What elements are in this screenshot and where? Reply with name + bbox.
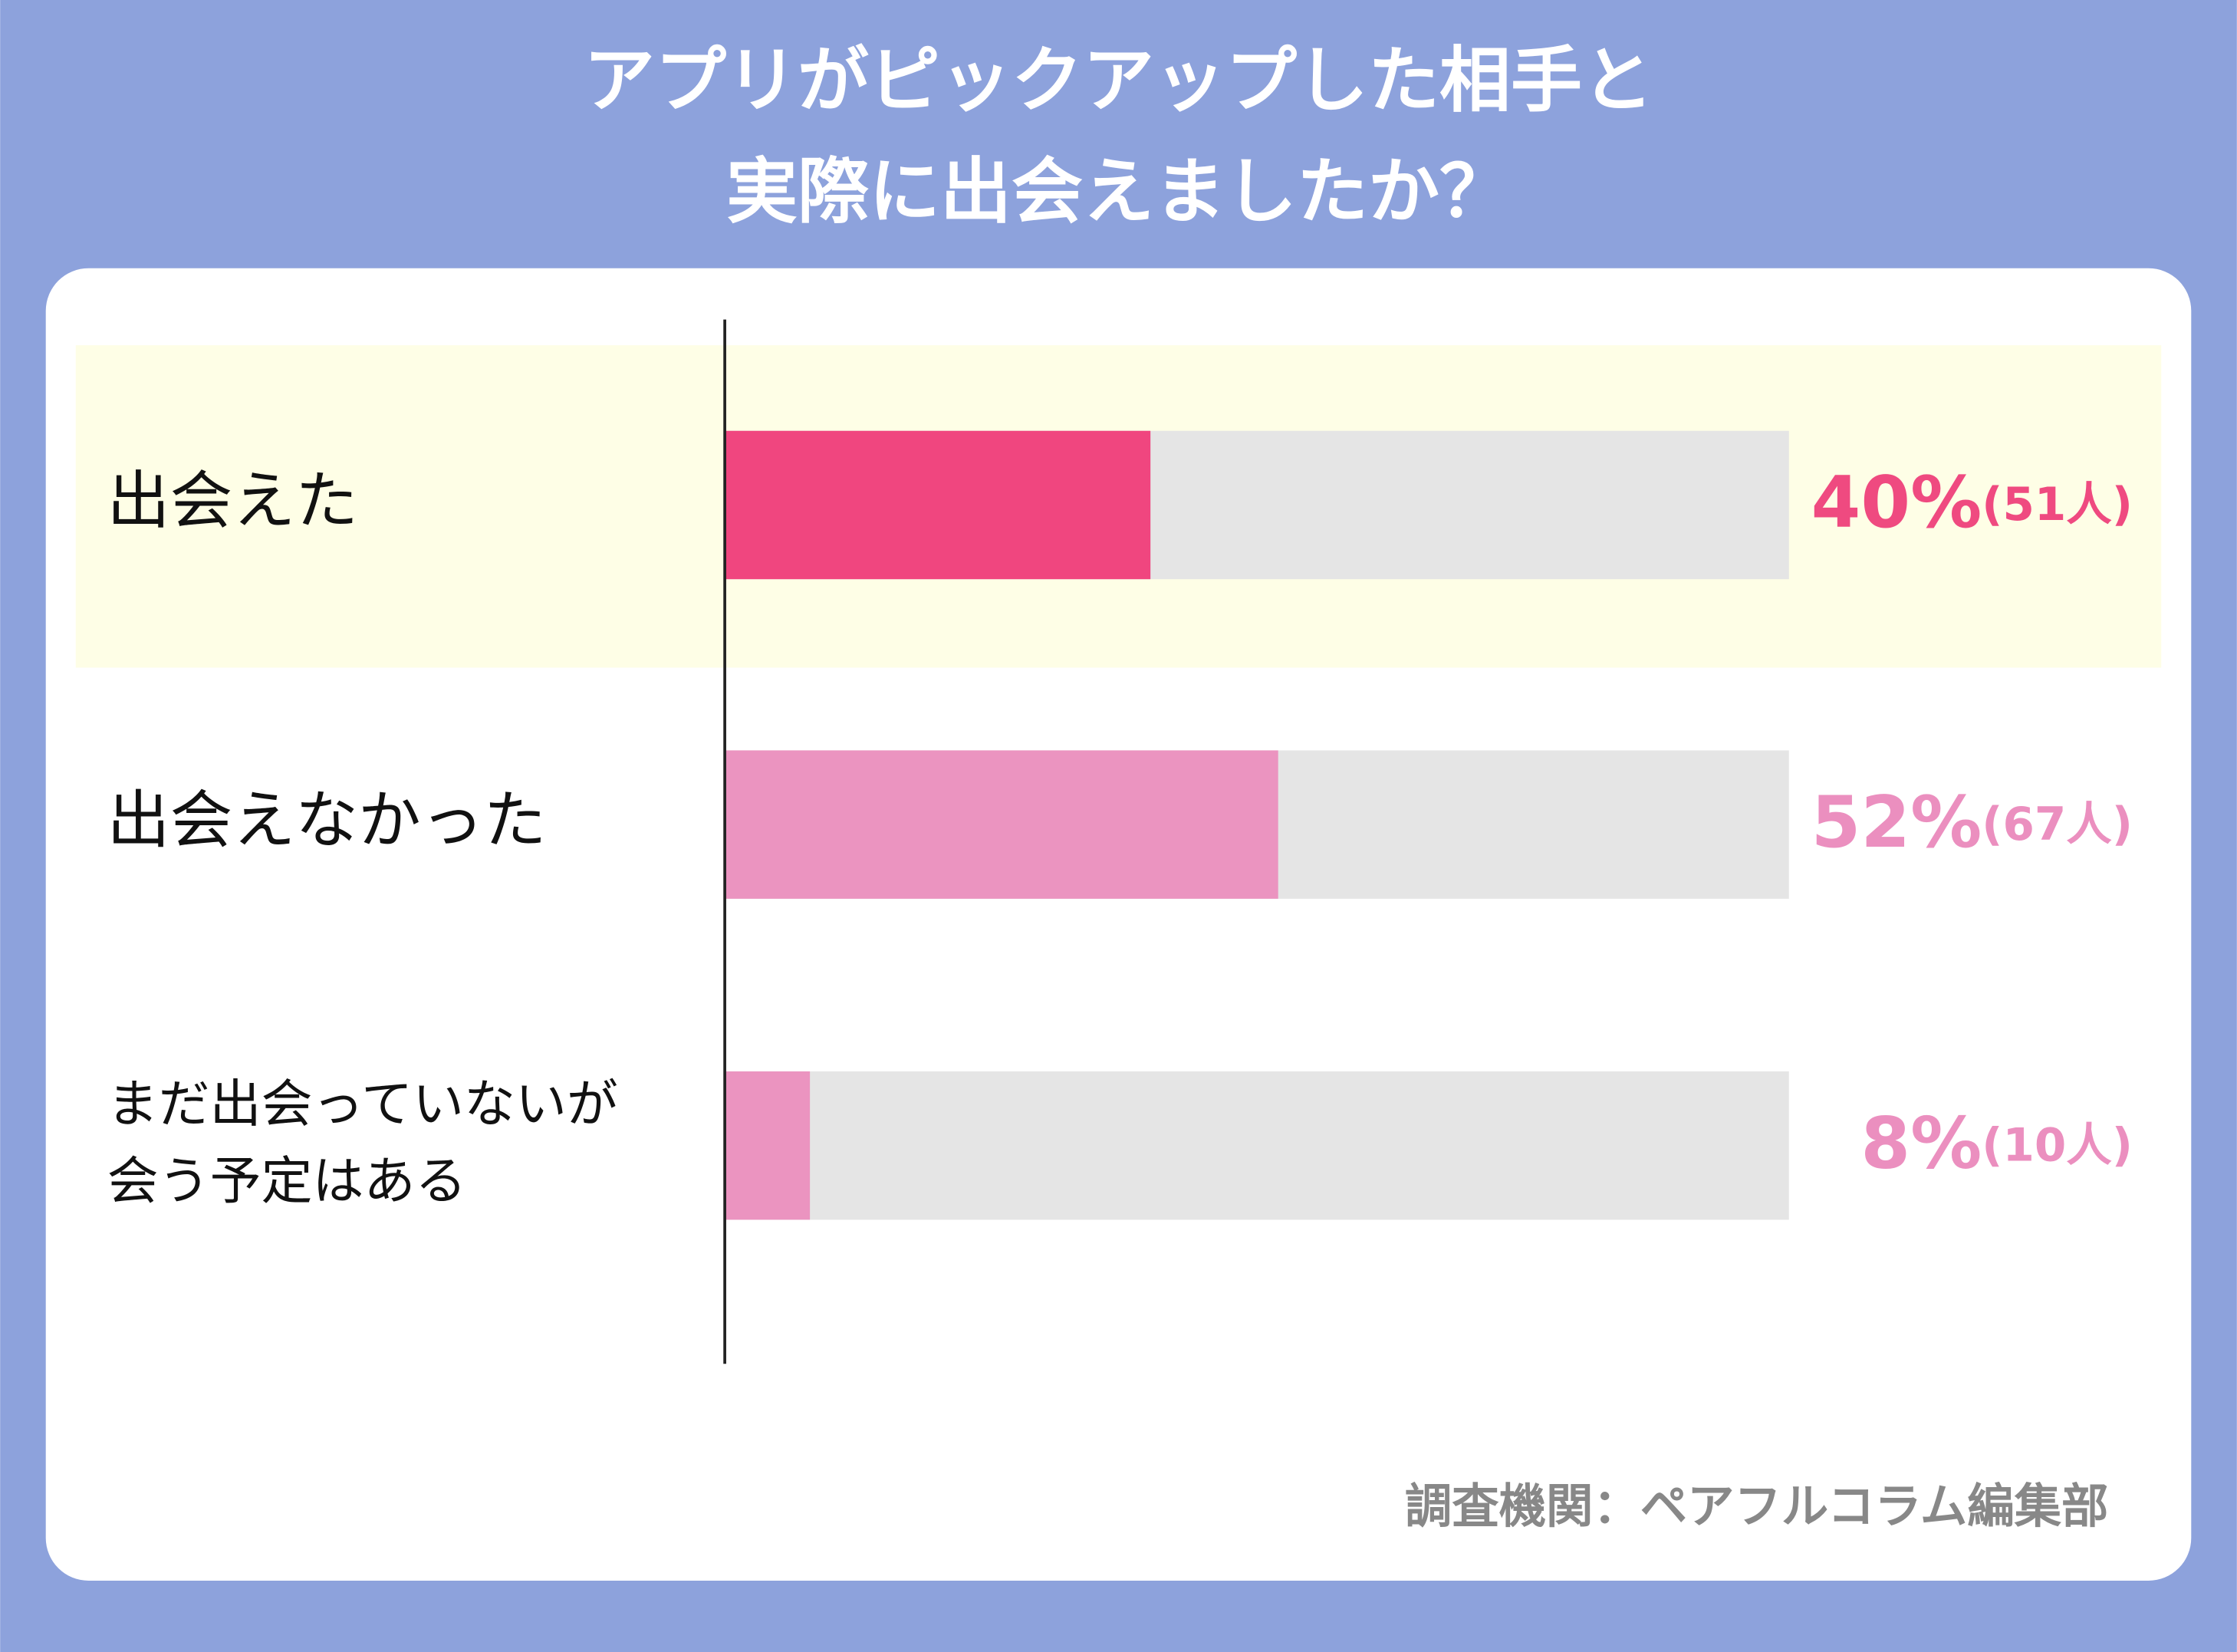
value-label-group: 8%(10人)	[1860, 1102, 2133, 1185]
source: 調査機関：ペアフルコラム編集部	[1405, 1479, 2109, 1534]
chart-title: アプリがピックアップした相手と	[584, 39, 1653, 122]
bar	[725, 750, 1278, 899]
count-label: (10人)	[1982, 1119, 2133, 1172]
value-label: 8%	[1860, 1102, 1982, 1185]
count-label: (51人)	[1982, 479, 2133, 531]
value-label-group: 52%(67人)	[1811, 781, 2133, 864]
category-label: 出会えなかった	[107, 785, 547, 857]
value-label: 52%	[1811, 781, 1982, 864]
category-label: まだ出会っていないが会う予定はある	[107, 1074, 618, 1210]
value-label: 40%	[1811, 462, 1982, 545]
chart-title: 実際に出会えましたか？	[726, 150, 1511, 233]
category-label: 出会えた	[107, 465, 358, 538]
bar	[725, 430, 1151, 580]
count-label: (67人)	[1982, 798, 2133, 851]
bar	[725, 1071, 811, 1220]
value-label-group: 40%(51人)	[1811, 462, 2133, 545]
bar-track	[725, 1071, 1789, 1220]
